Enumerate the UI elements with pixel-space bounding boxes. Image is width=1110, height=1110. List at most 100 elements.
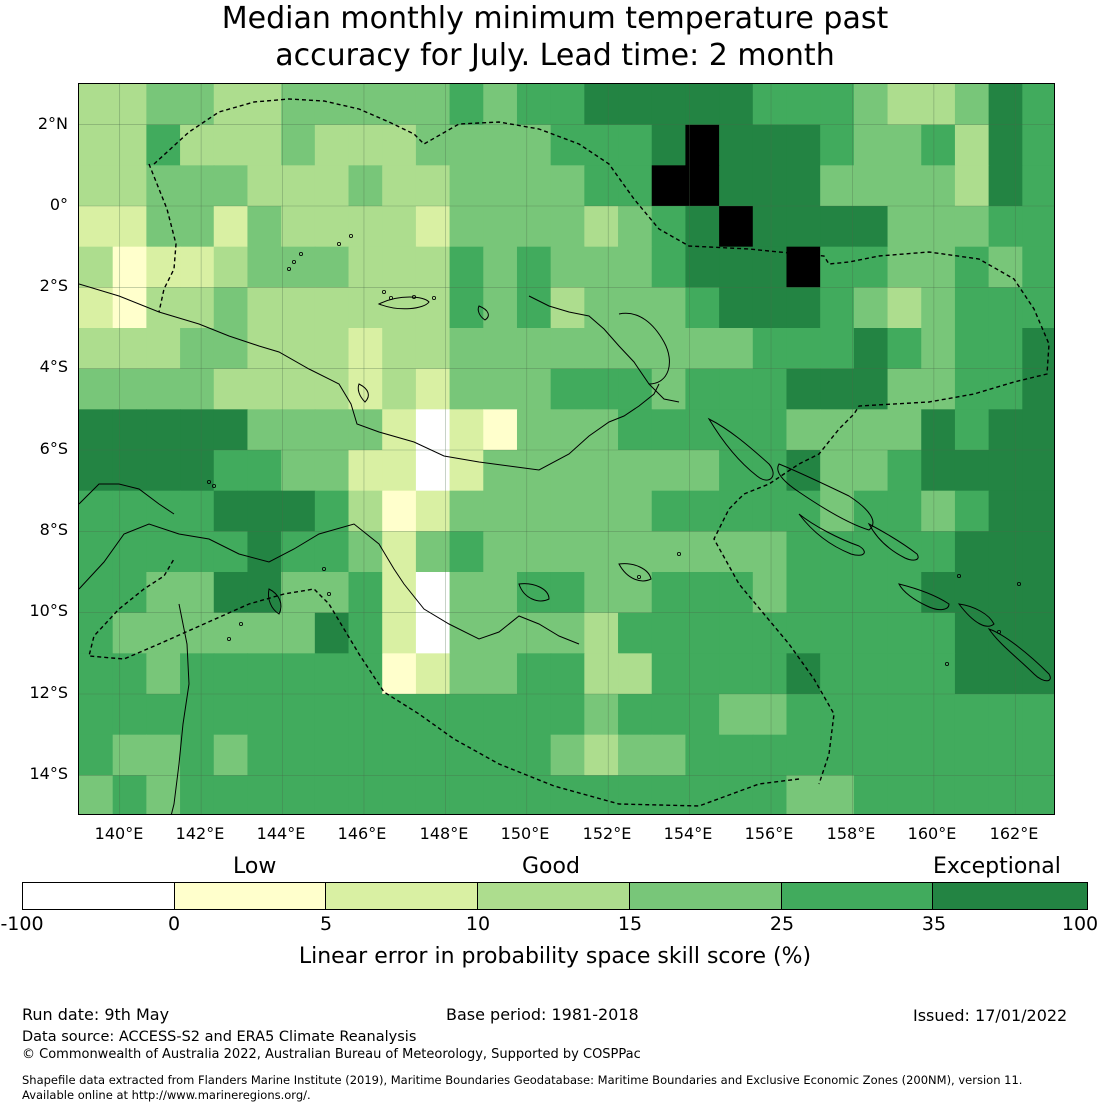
skill-cell — [685, 287, 720, 329]
island — [298, 251, 303, 256]
island — [388, 295, 393, 300]
skill-cell — [719, 124, 754, 166]
skill-cell — [550, 409, 585, 451]
skill-cell — [112, 612, 147, 654]
coastline — [170, 603, 190, 814]
skill-cell — [685, 368, 720, 410]
skill-cell — [752, 612, 788, 654]
colorbar-category-exceptional: Exceptional — [933, 854, 1061, 879]
skill-cell — [314, 775, 350, 814]
skill-cell — [415, 409, 451, 451]
skill-cell — [382, 84, 417, 126]
skill-cell — [112, 124, 147, 166]
skill-cell — [247, 694, 282, 736]
skill-cell — [449, 694, 484, 736]
coastline — [79, 483, 175, 515]
skill-cell — [651, 246, 687, 288]
skill-cell — [112, 84, 147, 126]
skill-cell — [921, 246, 956, 288]
skill-cell — [954, 206, 990, 248]
skill-cell — [79, 694, 114, 736]
skill-cell — [281, 612, 316, 654]
skill-cell — [483, 368, 518, 410]
skill-cell — [247, 653, 282, 695]
skill-cell — [618, 368, 653, 410]
skill-cell — [180, 734, 215, 776]
skill-cell — [887, 734, 922, 776]
skill-cell — [79, 653, 114, 695]
island — [326, 591, 331, 596]
skill-cell — [651, 368, 687, 410]
skill-cell — [921, 124, 956, 166]
skill-cell — [954, 775, 990, 814]
skill-cell — [281, 409, 316, 451]
skill-cell — [988, 734, 1023, 776]
skill-cell — [247, 775, 282, 814]
skill-cell — [887, 653, 922, 695]
skill-cell — [281, 165, 316, 207]
skill-cell — [382, 490, 417, 532]
skill-cell — [516, 694, 552, 736]
skill-cell — [921, 287, 956, 329]
skill-cell — [752, 246, 788, 288]
skill-cell — [483, 775, 518, 814]
colorbar-tick: 0 — [167, 913, 181, 935]
skill-cell — [314, 328, 350, 370]
skill-cell — [1022, 287, 1054, 329]
skill-cell — [180, 368, 215, 410]
skill-cell — [314, 409, 350, 451]
skill-cell — [79, 531, 114, 573]
coastline — [618, 563, 652, 582]
skill-cell — [618, 409, 653, 451]
skill-cell — [247, 328, 282, 370]
skill-cell — [988, 287, 1023, 329]
island — [411, 294, 416, 299]
skill-cell — [584, 450, 619, 492]
skill-cell — [415, 246, 451, 288]
skill-cell — [887, 409, 922, 451]
skill-cell — [281, 84, 316, 126]
skill-cell — [887, 775, 922, 814]
skill-cell — [651, 775, 687, 814]
skill-cell — [180, 124, 215, 166]
skill-cell — [618, 490, 653, 532]
colorbar-segment — [174, 883, 327, 909]
skill-cell — [449, 165, 484, 207]
skill-cell — [449, 409, 484, 451]
skill-cell — [550, 124, 585, 166]
skill-cell — [887, 287, 922, 329]
skill-cell — [516, 287, 552, 329]
skill-cell — [988, 409, 1023, 451]
skill-cell — [853, 409, 889, 451]
skill-cell — [483, 653, 518, 695]
skill-cell — [415, 287, 451, 329]
skill-cell — [79, 368, 114, 410]
skill-map — [78, 83, 1055, 815]
skill-cell — [281, 368, 316, 410]
skill-cell — [516, 734, 552, 776]
skill-cell — [719, 287, 754, 329]
skill-cell — [281, 287, 316, 329]
y-tick-label: 0° — [49, 195, 68, 214]
skill-cell — [213, 612, 249, 654]
skill-cell — [415, 531, 451, 573]
skill-cell — [146, 531, 181, 573]
skill-cell — [112, 490, 147, 532]
skill-cell — [820, 246, 855, 288]
coastline — [518, 583, 550, 602]
skill-cell — [618, 572, 653, 614]
island — [291, 259, 296, 264]
skill-cell — [820, 490, 855, 532]
skill-cell — [180, 287, 215, 329]
island — [238, 622, 243, 627]
skill-cell — [685, 450, 720, 492]
skill-cell — [382, 450, 417, 492]
skill-cell — [786, 531, 821, 573]
skill-cell — [146, 450, 181, 492]
skill-cell — [719, 612, 754, 654]
skill-cell — [651, 124, 687, 166]
skill-cell — [281, 124, 316, 166]
y-tick-label: 12°S — [29, 683, 68, 702]
x-tick-label: 162°E — [989, 824, 1039, 843]
skill-cell — [415, 450, 451, 492]
